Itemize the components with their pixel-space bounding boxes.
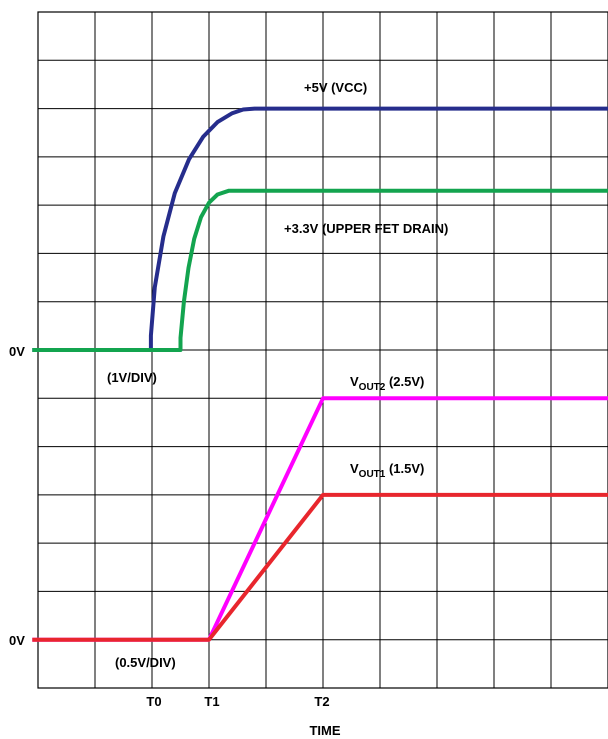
trace-lower-0 (32, 396, 608, 642)
x-tick-t1: T1 (204, 694, 219, 709)
traces (32, 106, 608, 642)
trace-lower-1 (32, 492, 608, 642)
vout1-label: VOUT1 (1.5V) (350, 461, 424, 480)
x-axis-label: TIME (309, 723, 340, 738)
fet-drain-label: +3.3V (UPPER FET DRAIN) (284, 221, 448, 236)
vout1-label-tail: (1.5V) (385, 461, 424, 476)
vout1-label-sub: OUT1 (359, 469, 386, 480)
vout2-label-main: V (350, 374, 359, 389)
trace-upper-0 (32, 106, 608, 352)
vout2-label-tail: (2.5V) (385, 374, 424, 389)
trace-upper-1 (32, 188, 608, 352)
vcc-label: +5V (VCC) (304, 80, 367, 95)
vout2-label-sub: OUT2 (359, 382, 386, 393)
x-tick-t0: T0 (146, 694, 161, 709)
vout1-label-main: V (350, 461, 359, 476)
vout2-label: VOUT2 (2.5V) (350, 374, 424, 393)
upper-zero-label: 0V (9, 344, 25, 359)
upper-scale-label: (1V/DIV) (107, 370, 157, 385)
x-tick-t2: T2 (314, 694, 329, 709)
lower-scale-label: (0.5V/DIV) (115, 655, 176, 670)
lower-zero-label: 0V (9, 633, 25, 648)
